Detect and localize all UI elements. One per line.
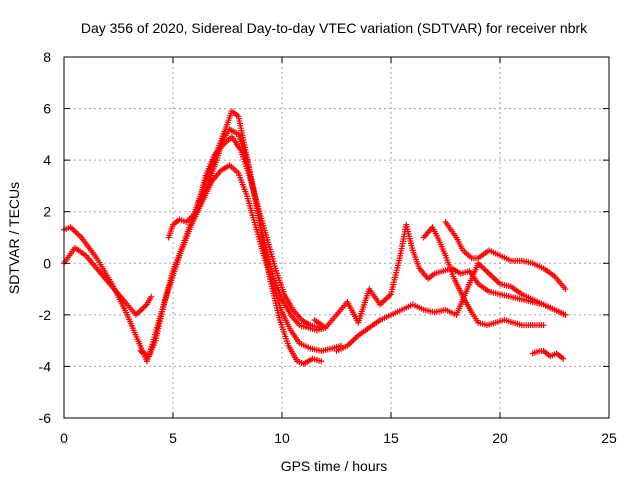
x-tick-label: 5 [169, 430, 177, 446]
series-track-3 [137, 162, 344, 360]
series-track-8 [442, 219, 569, 293]
y-tick-label: -6 [39, 410, 52, 426]
data-point [560, 355, 567, 362]
x-tick-label: 10 [274, 430, 290, 446]
series-track-5 [196, 133, 323, 331]
data-point [148, 293, 155, 300]
x-tick-label: 15 [383, 430, 399, 446]
series-track-10 [529, 347, 567, 362]
series-track-6 [311, 221, 569, 331]
series-track-7 [333, 260, 569, 354]
y-tick-label: -2 [39, 307, 52, 323]
data-markers [61, 108, 569, 367]
data-point [562, 286, 569, 293]
axis-ticks: 0 5 10 15 20 25 -6 -4 -2 0 2 4 6 8 [39, 49, 617, 446]
x-axis-label: GPS time / hours [281, 458, 388, 474]
y-tick-label: -4 [39, 358, 52, 374]
y-tick-label: 4 [43, 152, 51, 168]
x-tick-label: 0 [60, 430, 68, 446]
series-track-2 [61, 244, 155, 318]
y-tick-label: 6 [43, 101, 51, 117]
y-axis-label: SDTVAR / TECUs [6, 182, 22, 294]
data-point [318, 358, 325, 365]
y-tick-label: 8 [43, 49, 51, 65]
y-tick-label: 0 [43, 255, 51, 271]
grid [64, 57, 609, 418]
x-tick-label: 25 [601, 430, 617, 446]
x-tick-label: 20 [492, 430, 508, 446]
plot-frame [63, 56, 610, 419]
chart-title: Day 356 of 2020, Sidereal Day-to-day VTE… [81, 20, 588, 36]
y-tick-label: 2 [43, 204, 51, 220]
series-track-9 [420, 224, 547, 329]
data-point [562, 311, 569, 318]
data-point [540, 322, 547, 329]
